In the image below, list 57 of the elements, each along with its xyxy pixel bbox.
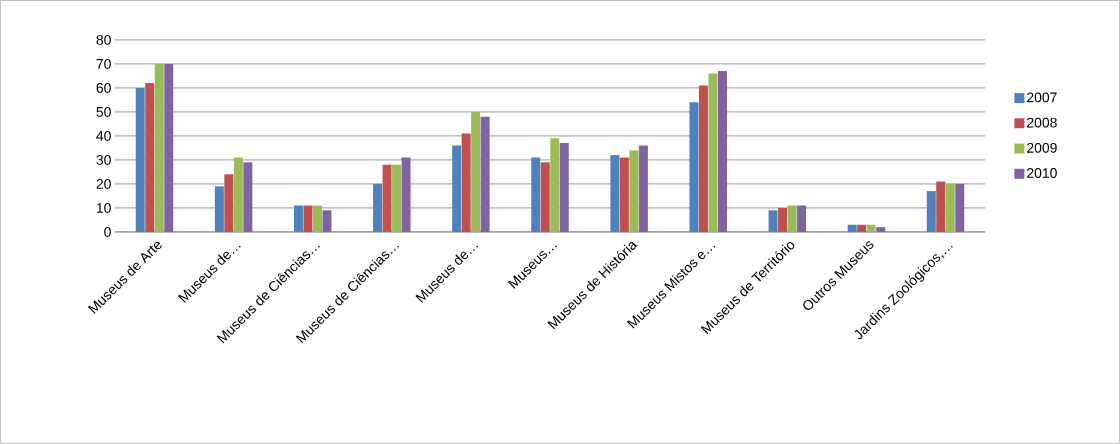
legend-label: 2009 xyxy=(1027,142,1057,153)
bar xyxy=(135,87,145,232)
bar xyxy=(689,102,699,232)
bar xyxy=(936,181,946,232)
bar xyxy=(559,143,569,232)
bar xyxy=(638,145,648,232)
bar xyxy=(373,183,383,232)
bar xyxy=(866,224,876,232)
bar xyxy=(540,162,550,232)
bar xyxy=(322,210,332,232)
bar xyxy=(797,205,807,232)
bar xyxy=(382,164,392,232)
bar xyxy=(214,186,224,232)
bar xyxy=(945,183,955,232)
y-tick-label: 30 xyxy=(96,155,111,165)
bar xyxy=(452,145,462,232)
bar xyxy=(708,73,718,232)
bar xyxy=(717,71,727,232)
bar xyxy=(243,162,253,232)
y-tick-label: 60 xyxy=(96,83,111,93)
bar xyxy=(480,116,490,232)
bar xyxy=(768,210,778,232)
y-tick-label: 50 xyxy=(96,107,111,117)
bar xyxy=(164,63,174,232)
y-tick-label: 70 xyxy=(96,59,111,69)
bar xyxy=(550,138,560,232)
bar xyxy=(224,174,234,232)
bar xyxy=(293,205,303,232)
legend-label: 2010 xyxy=(1027,168,1057,179)
bar xyxy=(471,111,481,232)
bar xyxy=(392,164,402,232)
y-tick-label: 40 xyxy=(96,131,111,141)
bar xyxy=(629,150,639,232)
y-tick-label: 0 xyxy=(104,227,111,237)
bar xyxy=(154,63,164,232)
bar xyxy=(778,207,788,232)
bar xyxy=(955,183,965,232)
bar xyxy=(233,157,243,232)
bar xyxy=(531,157,541,232)
bar xyxy=(610,155,620,232)
bar xyxy=(619,157,629,232)
bar xyxy=(698,85,708,232)
bar xyxy=(847,224,857,232)
bar xyxy=(857,224,867,232)
legend-label: 2007 xyxy=(1027,92,1057,103)
legend-label: 2008 xyxy=(1027,117,1057,128)
y-tick-label: 10 xyxy=(96,203,111,213)
bar xyxy=(926,191,936,232)
bar xyxy=(303,205,313,232)
bar xyxy=(461,133,471,232)
bar xyxy=(145,83,155,232)
bar xyxy=(876,227,886,232)
bar xyxy=(401,157,411,232)
y-tick-label: 80 xyxy=(96,35,111,45)
bar xyxy=(787,205,797,232)
bar xyxy=(312,205,322,232)
y-tick-label: 20 xyxy=(96,179,111,189)
